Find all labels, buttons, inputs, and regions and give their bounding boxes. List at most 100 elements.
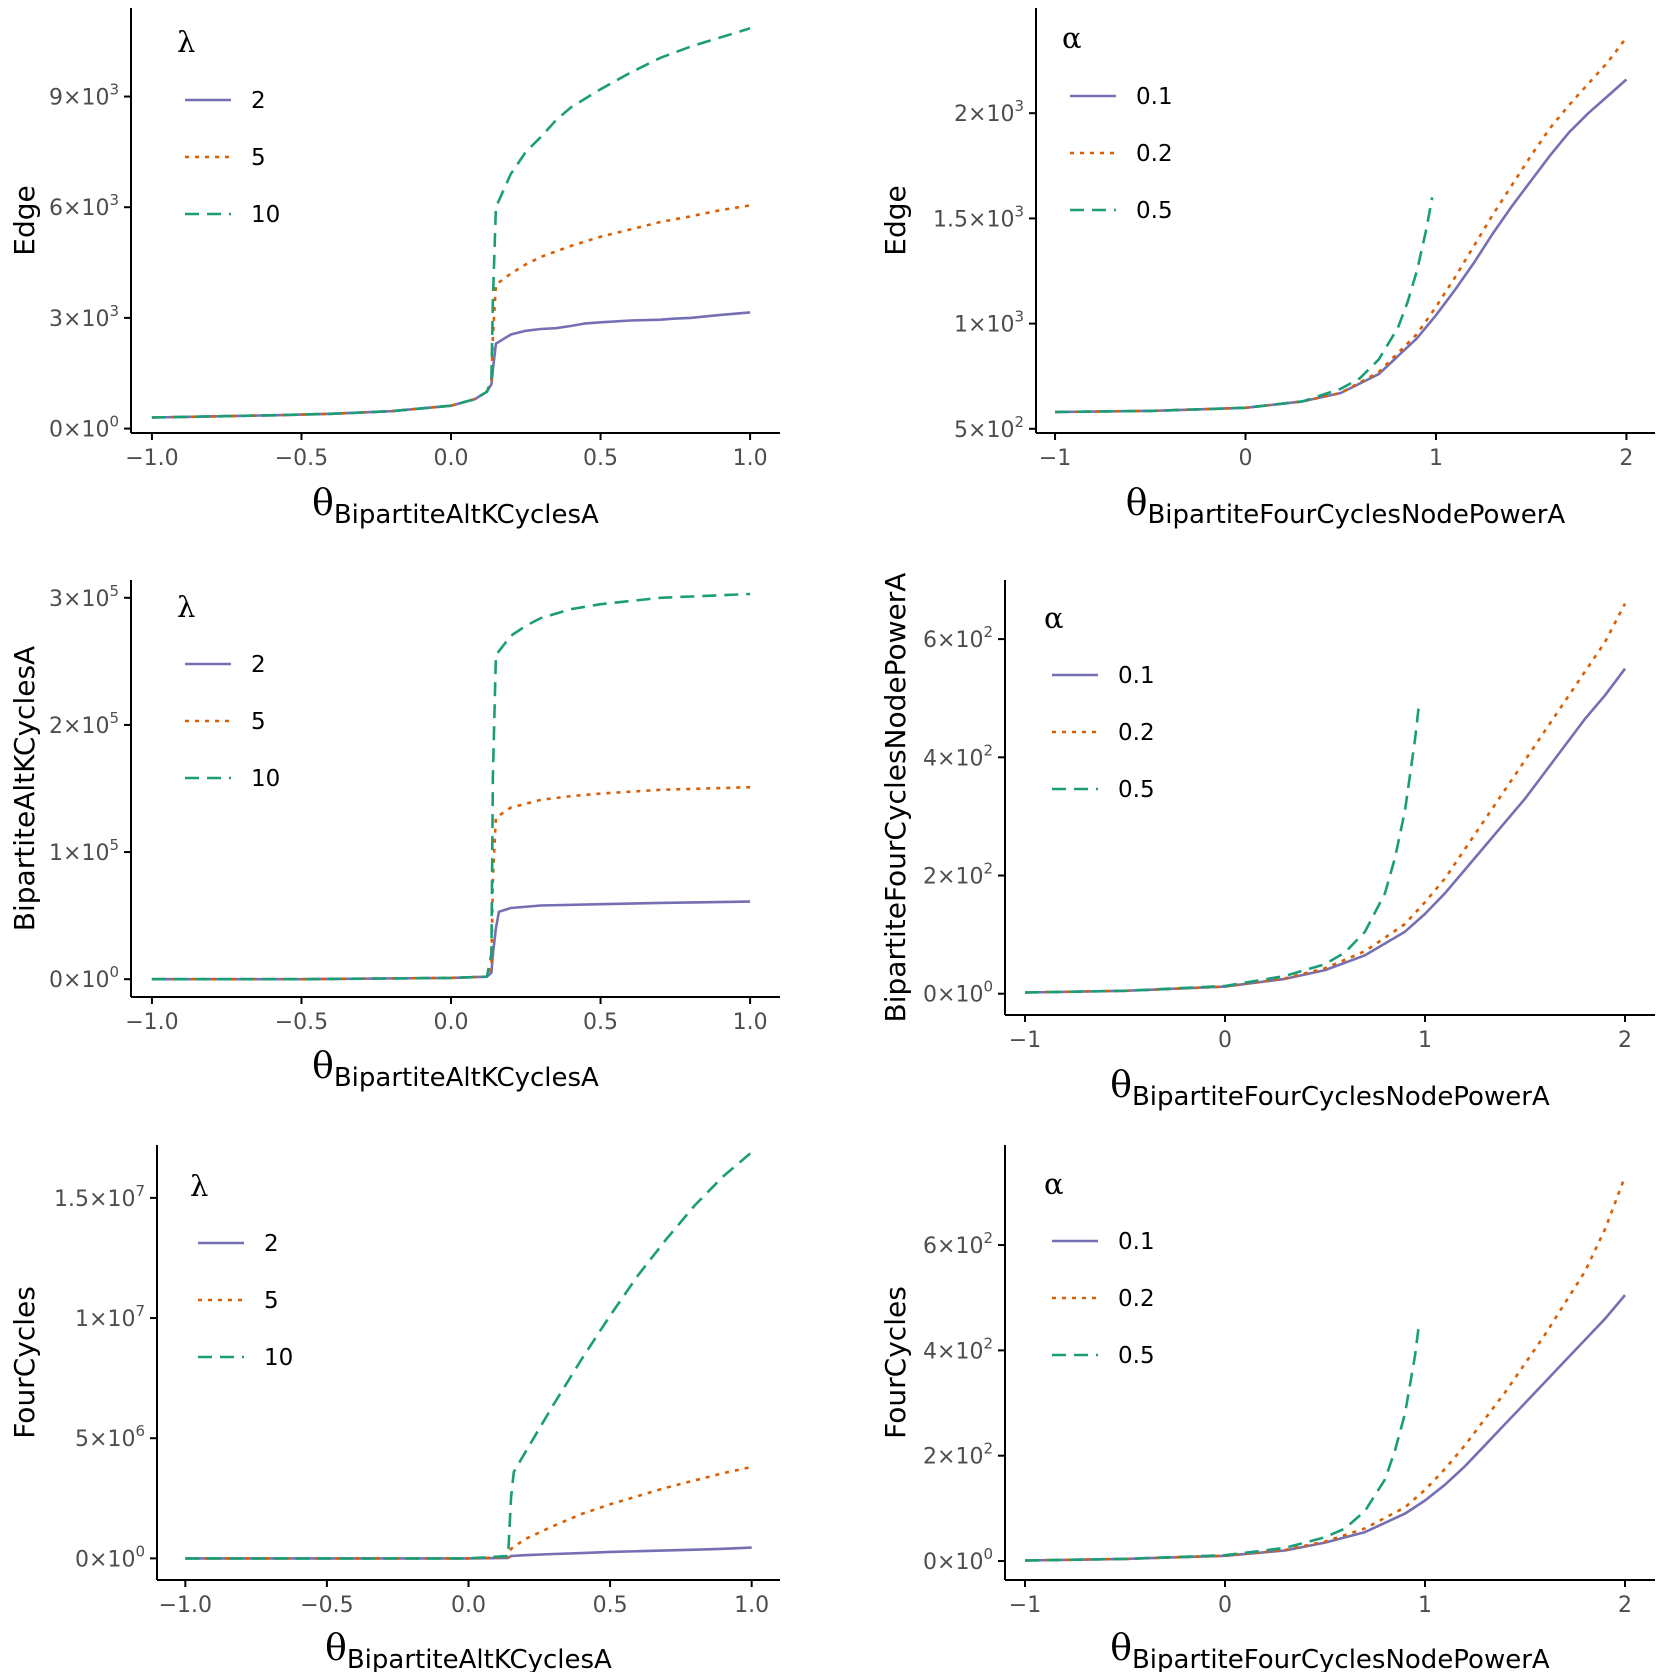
- series-line-2: [185, 1546, 752, 1560]
- legend-label-10: 10: [251, 766, 280, 792]
- y-tick-label: 4×102: [923, 1334, 993, 1364]
- legend-title: λ: [177, 25, 195, 59]
- y-tick-label: 1×103: [954, 308, 1024, 338]
- panel-top-left: −1.0 −0.5 0.0 0.5 1.0 0×100 3×103 6×103 9×103 Edg…: [8, 8, 780, 530]
- legend: λ 2 5 10: [177, 25, 280, 228]
- x-tick-label: −1: [1009, 1028, 1041, 1053]
- y-tick-label: 5×106: [75, 1422, 145, 1452]
- y-tick-label: 0×100: [49, 413, 119, 443]
- y-tick-label: 2×102: [923, 1440, 993, 1470]
- series-line-10: [151, 27, 751, 419]
- x-axis-title: θBipartiteFourCyclesNodePowerA: [1110, 1628, 1550, 1672]
- y-axis-title: FourCycles: [8, 1286, 41, 1439]
- x-tick-label: −0.5: [275, 1010, 328, 1035]
- y-tick-label: 0×100: [923, 1545, 993, 1575]
- y-axis-title: BipartiteAltKCyclesA: [8, 646, 41, 931]
- legend-title: λ: [190, 1169, 208, 1203]
- y-tick-label: 1×107: [75, 1302, 145, 1332]
- series-line-0.5: [1024, 703, 1421, 994]
- x-tick-label: 0.5: [593, 1593, 628, 1618]
- series-line-0.1: [1054, 78, 1628, 414]
- x-tick-label: 0: [1239, 446, 1253, 471]
- x-axis-title: θBipartiteAltKCyclesA: [312, 1046, 599, 1093]
- legend-label-2: 2: [264, 1231, 279, 1257]
- x-tick-label: 2: [1618, 1028, 1632, 1053]
- legend-label-0.2: 0.2: [1118, 1286, 1155, 1312]
- series-line-5: [151, 785, 751, 981]
- y-tick-label: 2×105: [49, 709, 119, 739]
- legend-label-0.2: 0.2: [1118, 720, 1155, 746]
- y-axis-title: Edge: [879, 185, 912, 255]
- series-line-0.2: [1024, 1176, 1627, 1562]
- y-axis-title: FourCycles: [879, 1286, 912, 1439]
- legend: α 0.1 0.2 0.5: [1062, 21, 1173, 224]
- legend-label-0.1: 0.1: [1118, 663, 1155, 689]
- x-tick-label: 1: [1429, 446, 1443, 471]
- x-tick-label: 0: [1218, 1593, 1232, 1618]
- y-tick-label: 1.5×107: [54, 1182, 145, 1212]
- x-axis-title: θBipartiteAltKCyclesA: [325, 1628, 612, 1672]
- x-tick-label: −1: [1009, 1593, 1041, 1618]
- x-axis-title: θBipartiteFourCyclesNodePowerA: [1110, 1065, 1550, 1112]
- y-tick-label: 2×102: [923, 860, 993, 890]
- legend-label-0.2: 0.2: [1136, 141, 1173, 167]
- legend-label-0.5: 0.5: [1118, 1343, 1155, 1369]
- legend-title: α: [1044, 601, 1064, 635]
- x-tick-label: 0.5: [583, 446, 618, 471]
- legend-label-5: 5: [251, 709, 266, 735]
- y-tick-label: 1×105: [49, 836, 119, 866]
- legend-label-0.5: 0.5: [1118, 777, 1155, 803]
- legend: α 0.1 0.2 0.5: [1044, 601, 1155, 803]
- panel-middle-right: −1 0 1 2 0×100 2×102 4×102 6×102 BipartiteFourCy…: [879, 573, 1655, 1112]
- y-tick-label: 6×102: [923, 1229, 993, 1259]
- legend-title: λ: [177, 590, 195, 624]
- series-line-0.1: [1024, 667, 1627, 994]
- panel-bottom-right: −1 0 1 2 0×100 2×102 4×102 6×102 FourCycles θBipa…: [879, 1145, 1655, 1672]
- x-tick-label: 0: [1218, 1028, 1232, 1053]
- y-tick-label: 4×102: [923, 741, 993, 771]
- x-tick-label: −0.5: [300, 1593, 353, 1618]
- panel-bottom-left: −1.0 −0.5 0.0 0.5 1.0 0×100 5×106 1×107 1.5×107 F…: [8, 1145, 780, 1672]
- panel-middle-left: −1.0 −0.5 0.0 0.5 1.0 0×100 1×105 2×105 3×105 Bip…: [8, 580, 780, 1093]
- x-tick-label: 2: [1618, 1593, 1632, 1618]
- series-line-0.2: [1024, 603, 1627, 994]
- series-line-5: [151, 204, 751, 419]
- x-tick-label: 2: [1619, 446, 1633, 471]
- legend: λ 2 5 10: [190, 1169, 293, 1371]
- legend-label-0.5: 0.5: [1136, 198, 1173, 224]
- y-tick-label: 6×103: [49, 191, 119, 221]
- y-tick-label: 1.5×103: [933, 202, 1024, 232]
- legend-label-10: 10: [251, 202, 280, 228]
- legend-title: α: [1044, 1167, 1064, 1201]
- x-tick-label: 1.0: [734, 1593, 769, 1618]
- legend-label-0.1: 0.1: [1118, 1229, 1155, 1255]
- x-tick-label: 0.0: [434, 446, 469, 471]
- y-tick-label: 9×103: [49, 81, 119, 111]
- y-tick-label: 0×100: [75, 1542, 145, 1572]
- x-tick-label: 0.5: [583, 1010, 618, 1035]
- series-line-10: [185, 1151, 753, 1560]
- legend-label-2: 2: [251, 652, 266, 678]
- y-tick-label: 3×105: [49, 582, 119, 612]
- series-line-2: [151, 311, 751, 419]
- x-tick-label: 1.0: [733, 1010, 768, 1035]
- legend-title: α: [1062, 21, 1082, 55]
- x-tick-label: −0.5: [275, 446, 328, 471]
- x-tick-label: −1.0: [159, 1593, 212, 1618]
- series-line-2: [151, 900, 751, 981]
- y-tick-label: 5×102: [954, 413, 1024, 443]
- panel-top-right: −1 0 1 2 5×102 1×103 1.5×103 2×103 Edge θBipartit…: [879, 8, 1655, 530]
- y-tick-label: 0×100: [923, 978, 993, 1008]
- y-tick-label: 2×103: [954, 97, 1024, 127]
- legend-label-5: 5: [251, 145, 266, 171]
- x-axis-title: θBipartiteAltKCyclesA: [312, 483, 599, 530]
- legend-label-5: 5: [264, 1288, 279, 1314]
- legend: α 0.1 0.2 0.5: [1044, 1167, 1155, 1369]
- y-tick-label: 6×102: [923, 623, 993, 653]
- x-axis-title: θBipartiteFourCyclesNodePowerA: [1126, 483, 1566, 530]
- legend-label-0.1: 0.1: [1136, 84, 1173, 110]
- y-tick-label: 3×103: [49, 302, 119, 332]
- series-line-0.5: [1054, 197, 1434, 414]
